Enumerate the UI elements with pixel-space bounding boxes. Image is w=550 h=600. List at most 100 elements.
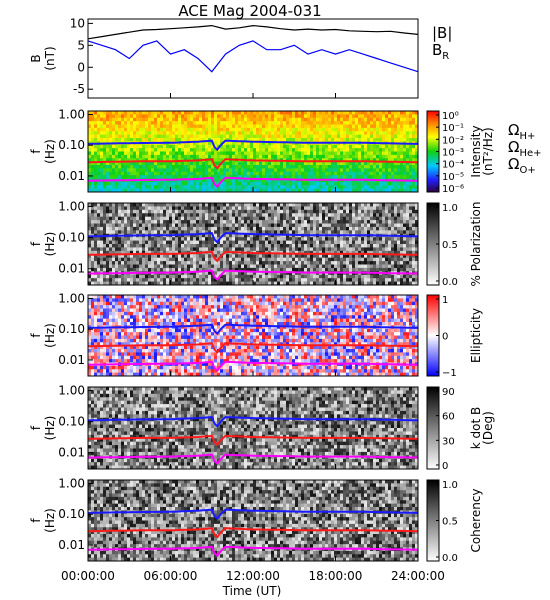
- spectrogram-cell: [328, 261, 332, 265]
- spectrogram-cell: [115, 151, 119, 156]
- spectrogram-cell: [244, 111, 248, 115]
- spectrogram-cell: [181, 216, 185, 221]
- spectrogram-cell: [97, 203, 101, 207]
- spectrogram-cell: [133, 281, 137, 286]
- spectrogram-cell: [253, 237, 257, 241]
- spectrogram-cell: [193, 220, 197, 224]
- spectrogram-cell: [223, 114, 227, 119]
- spectrogram-cell: [94, 165, 98, 169]
- spectrogram-cell: [166, 278, 170, 282]
- spectrogram-cell: [163, 151, 167, 156]
- spectrogram-cell: [325, 148, 329, 152]
- spectrogram-cell: [310, 165, 314, 169]
- spectrogram-cell: [241, 237, 245, 241]
- spectrogram-cell: [100, 203, 104, 207]
- spectrogram-cell: [136, 209, 140, 214]
- spectrogram-cell: [178, 127, 182, 132]
- spectrogram-cell: [358, 261, 362, 265]
- spectrogram-cell: [235, 226, 239, 231]
- spectrogram-cell: [352, 226, 356, 231]
- spectrogram-cell: [298, 209, 302, 214]
- spectrogram-cell: [103, 127, 107, 132]
- spectrogram-cell: [190, 267, 194, 272]
- spectrogram-cell: [169, 254, 173, 259]
- spectrogram-cell: [160, 138, 164, 142]
- spectrogram-cell: [268, 154, 272, 159]
- spectrogram-cell: [88, 254, 92, 259]
- spectrogram-cell: [133, 254, 137, 259]
- spectrogram-cell: [268, 237, 272, 241]
- spectrogram-cell: [154, 213, 158, 218]
- spectrogram-cell: [175, 111, 179, 115]
- spectrogram: [88, 111, 419, 193]
- spectrogram-cell: [118, 254, 122, 259]
- spectrogram-cell: [115, 158, 119, 163]
- spectrogram-cell: [157, 267, 161, 272]
- spectrogram-cell: [154, 216, 158, 221]
- spectrogram-cell: [178, 124, 182, 129]
- spectrogram-cell: [100, 151, 104, 156]
- spectrogram-cell: [358, 117, 362, 122]
- spectrogram-cell: [223, 264, 227, 269]
- spectrogram-cell: [124, 226, 128, 231]
- spectrogram-cell: [115, 117, 119, 122]
- spectrogram-cell: [295, 154, 299, 159]
- spectrogram-cell: [388, 117, 392, 122]
- spectrogram-cell: [109, 220, 113, 224]
- spectrogram-cell: [373, 206, 377, 211]
- spectrogram-cell: [199, 281, 203, 286]
- spectrogram-cell: [346, 175, 350, 179]
- spectrogram-cell: [232, 148, 236, 152]
- spectrogram-cell: [406, 151, 410, 156]
- spectrogram-cell: [127, 274, 131, 279]
- spectrogram-cell: [136, 144, 140, 149]
- spectrogram-cell: [91, 188, 95, 193]
- spectrogram-cell: [199, 181, 203, 186]
- spectrogram-cell: [190, 117, 194, 122]
- spectrogram-cell: [304, 237, 308, 241]
- spectrogram-cell: [286, 127, 290, 132]
- spectrogram-cell: [313, 240, 317, 245]
- spectrogram-cell: [310, 281, 314, 286]
- spectrogram-cell: [412, 127, 416, 132]
- spectrogram-cell: [292, 237, 296, 241]
- x-axis-ticks: [87, 93, 419, 98]
- spectrogram-cell: [256, 175, 260, 179]
- spectrogram-cell: [199, 175, 203, 179]
- spectrogram-cell: [310, 244, 314, 248]
- spectrogram-cell: [361, 117, 365, 122]
- spectrogram-cell: [376, 151, 380, 156]
- spectrogram-cell: [142, 247, 146, 252]
- spectrogram-cell: [121, 114, 125, 119]
- spectrogram-cell: [130, 158, 134, 163]
- spectrogram-cell: [328, 216, 332, 221]
- spectrogram-cell: [193, 181, 197, 186]
- spectrogram-cell: [250, 144, 254, 149]
- spectrogram-cell: [274, 230, 278, 235]
- spectrogram-cell: [331, 267, 335, 272]
- spectrogram-cell: [91, 161, 95, 166]
- spectrogram-cell: [145, 274, 149, 279]
- spectrogram-cell: [352, 181, 356, 186]
- spectrogram-cell: [343, 220, 347, 224]
- spectrogram-cell: [295, 148, 299, 152]
- spectrogram-cell: [334, 254, 338, 259]
- spectrogram-cell: [238, 261, 242, 265]
- spectrogram-cell: [217, 250, 221, 255]
- spectrogram-cell: [238, 114, 242, 119]
- spectrogram-cell: [148, 209, 152, 214]
- spectrogram-cell: [292, 220, 296, 224]
- spectrogram-cell: [412, 171, 416, 176]
- spectrogram-cell: [130, 220, 134, 224]
- spectrogram-cell: [322, 175, 326, 179]
- spectrogram-cell: [331, 124, 335, 129]
- spectrogram-cell: [205, 138, 209, 142]
- spectrogram-cell: [271, 121, 275, 125]
- spectrogram-cell: [373, 171, 377, 176]
- spectrogram-cell: [415, 185, 419, 190]
- spectrogram-cell: [250, 178, 254, 183]
- spectrogram-cell: [388, 154, 392, 159]
- spectrogram-cell: [310, 111, 314, 115]
- spectrogram-cell: [241, 261, 245, 265]
- spectrogram-cell: [181, 203, 185, 207]
